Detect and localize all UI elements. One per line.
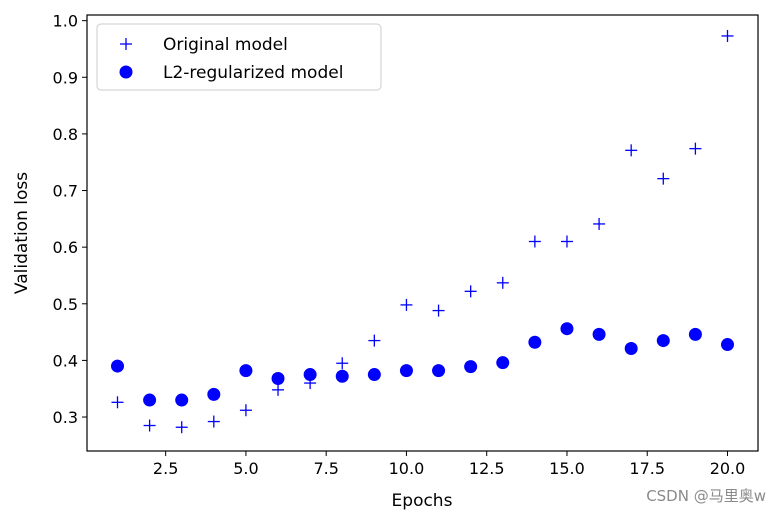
x-axis-label: Epochs xyxy=(392,491,453,511)
y-tick-label: 0.5 xyxy=(53,295,78,314)
data-point-l2 xyxy=(143,393,157,407)
series-l2-regularized-model xyxy=(111,322,734,407)
x-tick-label: 12.5 xyxy=(469,459,505,478)
data-point-original xyxy=(207,415,220,428)
data-point-l2 xyxy=(721,338,734,352)
data-point-l2 xyxy=(239,364,253,378)
data-point-l2 xyxy=(399,364,413,378)
data-point-l2 xyxy=(207,387,221,401)
y-tick-label: 0.3 xyxy=(53,408,78,427)
data-point-l2 xyxy=(464,360,478,374)
data-point-original xyxy=(368,334,381,347)
y-tick-label: 1.0 xyxy=(53,12,78,31)
x-tick-label: 5.0 xyxy=(233,459,258,478)
data-point-original xyxy=(336,357,349,370)
data-point-original xyxy=(464,285,477,298)
data-point-original xyxy=(496,276,509,289)
data-point-original xyxy=(657,172,670,185)
data-point-l2 xyxy=(367,368,381,382)
y-axis-label: Validation loss xyxy=(12,172,32,294)
data-point-l2 xyxy=(335,369,349,383)
data-point-l2 xyxy=(111,359,124,373)
data-point-l2 xyxy=(496,356,510,370)
legend-label-original-model: Original model xyxy=(163,35,288,55)
data-point-original xyxy=(689,142,702,155)
data-point-original xyxy=(721,29,734,42)
data-point-original xyxy=(593,217,606,230)
x-tick-label: 15.0 xyxy=(549,459,585,478)
y-tick-label: 0.8 xyxy=(53,125,78,144)
data-point-l2 xyxy=(271,372,285,386)
y-tick-label: 0.9 xyxy=(53,68,78,87)
series-original-model xyxy=(111,29,734,434)
y-tick-label: 0.7 xyxy=(53,182,78,201)
data-point-original xyxy=(432,304,445,317)
data-point-original xyxy=(272,383,285,396)
data-point-l2 xyxy=(592,327,606,341)
x-tick-label: 20.0 xyxy=(710,459,746,478)
data-point-original xyxy=(143,419,156,432)
x-tick-label: 2.5 xyxy=(153,459,178,478)
y-axis-ticks: 0.3 0.4 0.5 0.6 0.7 0.8 0.9 1.0 xyxy=(53,12,87,427)
data-point-original xyxy=(111,396,124,409)
legend-box xyxy=(96,23,382,91)
data-point-original xyxy=(560,235,573,248)
data-point-l2 xyxy=(656,334,670,348)
data-point-l2 xyxy=(175,393,189,407)
data-point-original xyxy=(528,235,541,248)
legend-marker-plus xyxy=(120,38,132,50)
data-point-l2 xyxy=(560,322,574,336)
x-tick-label: 7.5 xyxy=(313,459,338,478)
legend-label-l2-regularized-model: L2-regularized model xyxy=(163,63,343,83)
data-point-original xyxy=(175,421,188,434)
data-point-l2 xyxy=(432,364,446,378)
y-tick-label: 0.6 xyxy=(53,238,78,257)
data-point-original xyxy=(400,298,413,311)
data-point-l2 xyxy=(688,327,702,341)
data-point-l2 xyxy=(528,335,542,349)
data-point-l2 xyxy=(624,342,638,356)
watermark: CSDN @马里奥w xyxy=(646,487,766,505)
data-point-l2 xyxy=(303,368,317,382)
x-tick-label: 17.5 xyxy=(629,459,665,478)
plot-frame xyxy=(86,14,759,452)
data-point-original xyxy=(239,404,252,417)
x-axis-ticks: 2.5 5.0 7.5 10.0 12.5 15.0 17.5 20.0 xyxy=(153,451,745,478)
data-point-original xyxy=(625,144,638,157)
y-tick-label: 0.4 xyxy=(53,351,78,370)
x-tick-label: 10.0 xyxy=(389,459,425,478)
legend-marker-circle xyxy=(119,65,133,79)
legend: Original model L2-regularized model xyxy=(96,23,382,91)
